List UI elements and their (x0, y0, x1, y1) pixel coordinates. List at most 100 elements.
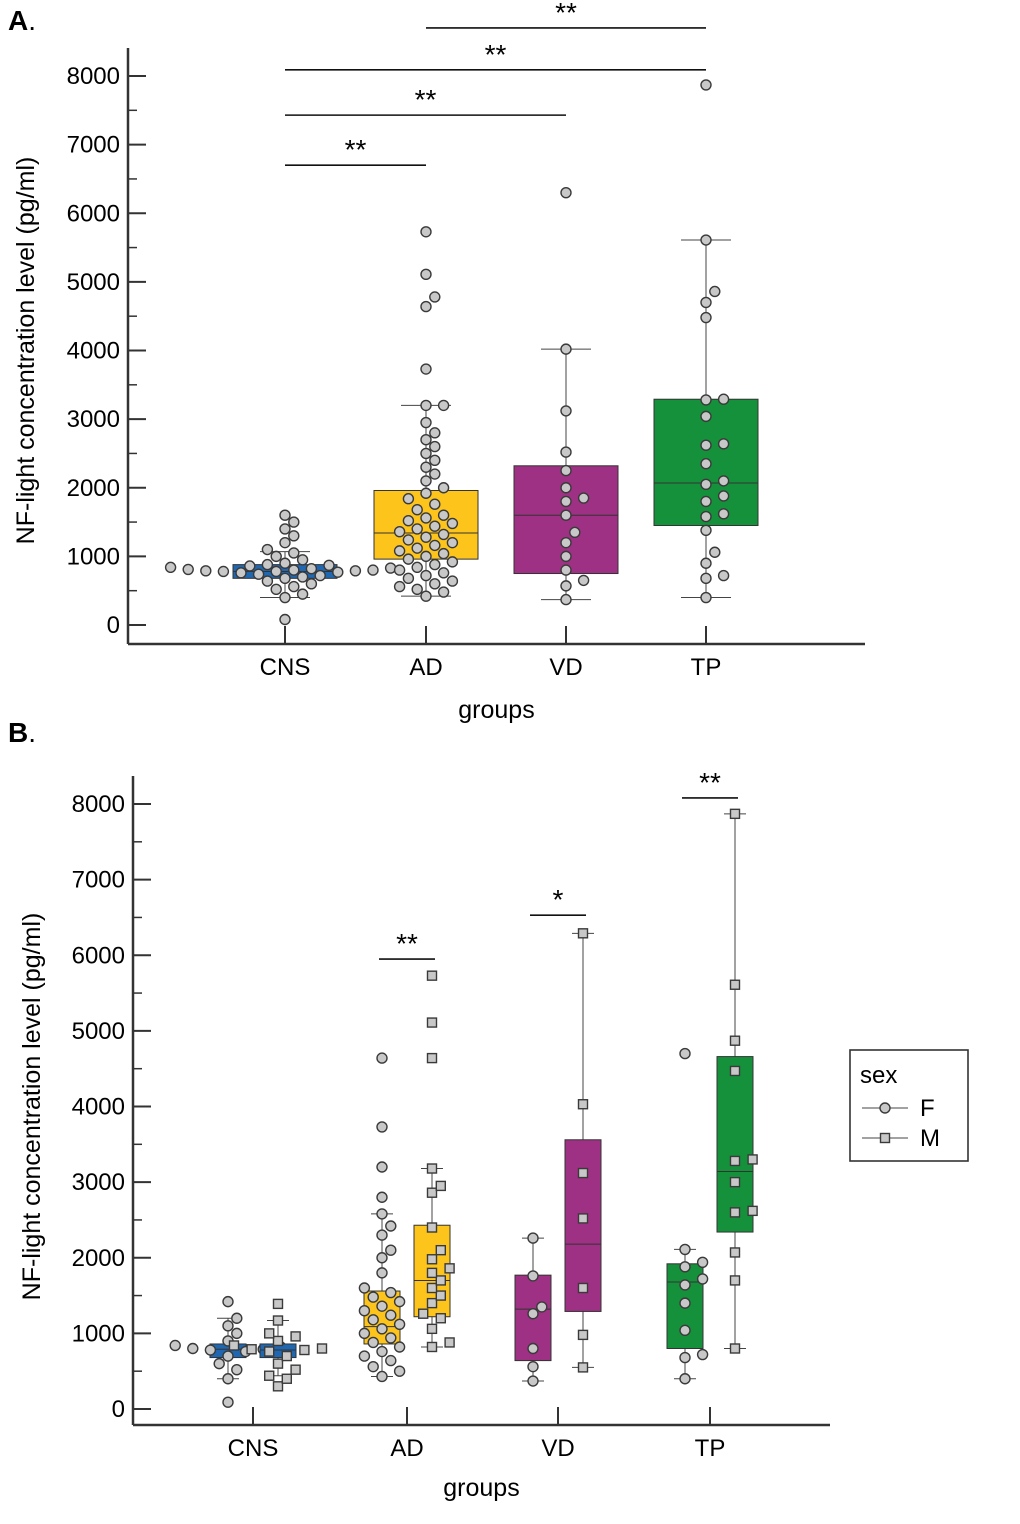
data-point (272, 1298, 284, 1310)
data-point (527, 1360, 539, 1373)
data-point (296, 588, 309, 600)
data-point (281, 1373, 292, 1384)
data-point (577, 1282, 589, 1294)
data-point (402, 534, 415, 546)
data-point (231, 1363, 243, 1376)
data-point (290, 1364, 301, 1375)
data-point (429, 558, 441, 571)
data-point (560, 343, 572, 355)
panel-letter: A (8, 5, 28, 36)
data-point (577, 1329, 589, 1341)
data-point (367, 1291, 379, 1303)
x-tick-label: AD (390, 1435, 423, 1462)
data-point (402, 493, 415, 505)
x-tick-label: CNS (260, 654, 311, 681)
data-point (393, 580, 406, 593)
data-point (393, 1341, 406, 1353)
box-vd-m (564, 928, 602, 1373)
data-point (446, 536, 459, 549)
data-point (420, 461, 432, 473)
data-point (393, 1318, 406, 1331)
y-axis-title: NF-light concentration level (pg/ml) (12, 157, 40, 545)
data-point (437, 528, 450, 541)
data-point (426, 1222, 438, 1233)
data-point (437, 509, 450, 521)
data-point (272, 1315, 284, 1326)
data-point (376, 1370, 388, 1383)
data-point (729, 1155, 741, 1167)
data-point (264, 1370, 275, 1381)
data-point (164, 561, 177, 574)
data-point (376, 1323, 388, 1335)
data-point (411, 542, 423, 554)
data-point (700, 394, 712, 406)
data-point (264, 1346, 275, 1357)
data-point (446, 517, 459, 530)
data-point (560, 405, 572, 417)
box-tp-m (716, 808, 758, 1354)
data-point (729, 1343, 741, 1354)
data-point (376, 1300, 388, 1312)
data-point (729, 1176, 741, 1188)
x-tick-label: TP (695, 1435, 726, 1462)
data-point (222, 1295, 234, 1308)
data-point (367, 1336, 379, 1349)
data-point (729, 1247, 741, 1258)
box-tp (653, 79, 759, 604)
data-point (426, 1017, 438, 1028)
data-point (314, 569, 326, 582)
data-point (420, 512, 432, 524)
data-point (358, 1304, 371, 1317)
data-point (717, 490, 730, 502)
data-point (700, 410, 712, 423)
data-point (182, 563, 194, 576)
box-tp-f (666, 1047, 709, 1385)
data-point (527, 1308, 539, 1320)
data-point (305, 578, 318, 590)
data-point (402, 572, 415, 585)
data-point (560, 509, 572, 521)
data-point (717, 508, 730, 520)
panel-b: B. 0 1000 2000 3000 4000 5000 6000 7000 8000 NF-li… (8, 717, 969, 1502)
data-point (429, 454, 441, 466)
data-point (228, 1340, 240, 1351)
data-point (393, 545, 406, 557)
data-point (679, 1279, 691, 1291)
data-point (288, 516, 300, 528)
data-point (560, 446, 572, 458)
data-point (376, 1052, 388, 1064)
data-point (429, 440, 441, 453)
data-point (261, 543, 274, 556)
box-ad (373, 226, 479, 602)
data-point (222, 1320, 234, 1332)
data-point (367, 564, 379, 576)
data-point (235, 567, 247, 579)
data-point (270, 565, 282, 578)
data-point (393, 525, 406, 538)
data-point (420, 363, 432, 375)
data-point (700, 439, 712, 451)
data-point (376, 1345, 388, 1358)
significance-label: ** (485, 39, 507, 70)
data-point (426, 1282, 438, 1294)
data-point (217, 565, 230, 578)
data-point (437, 482, 450, 494)
data-point (437, 586, 450, 598)
legend: sex FM (849, 1049, 969, 1162)
box-cns-m (228, 1298, 328, 1392)
x-tick-label: AD (409, 654, 442, 681)
data-point (679, 1047, 691, 1060)
data-point (429, 427, 441, 439)
data-point (446, 556, 459, 568)
data-point (437, 567, 450, 579)
data-point (527, 1270, 539, 1282)
data-point (560, 580, 572, 592)
data-point (204, 1344, 217, 1356)
data-point (376, 1252, 388, 1264)
data-point (527, 1375, 539, 1387)
data-point (279, 523, 291, 535)
data-point (305, 563, 318, 575)
x-axis-title: groups (458, 696, 534, 724)
data-point (679, 1351, 691, 1364)
y-tick-label: 4000 (72, 1094, 125, 1121)
